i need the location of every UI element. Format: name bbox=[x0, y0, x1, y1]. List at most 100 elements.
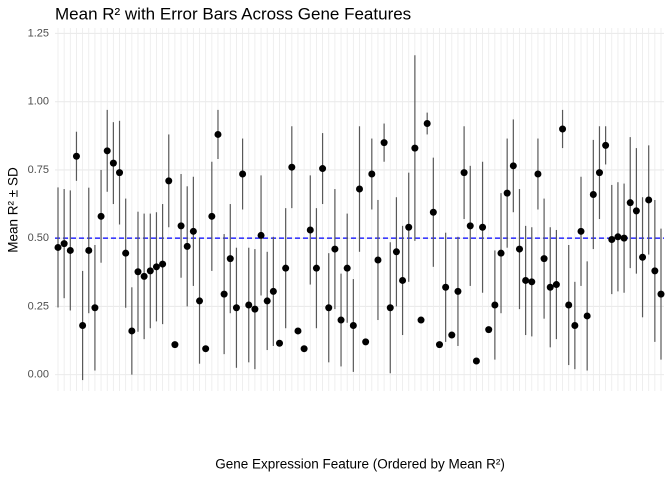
point bbox=[399, 276, 407, 284]
y-tick-label: 1.00 bbox=[28, 96, 49, 108]
point bbox=[232, 304, 240, 312]
point bbox=[620, 234, 628, 242]
point bbox=[472, 357, 480, 365]
point bbox=[103, 147, 111, 155]
point bbox=[405, 223, 413, 231]
point bbox=[522, 276, 530, 284]
point bbox=[657, 290, 665, 298]
point bbox=[72, 152, 80, 160]
point bbox=[497, 249, 505, 257]
point bbox=[85, 246, 93, 254]
point bbox=[159, 260, 167, 268]
point bbox=[380, 139, 388, 147]
point bbox=[251, 305, 259, 313]
point bbox=[257, 231, 265, 239]
point bbox=[202, 345, 210, 353]
point bbox=[245, 301, 253, 309]
point bbox=[608, 236, 616, 244]
point bbox=[374, 256, 382, 264]
point bbox=[66, 246, 74, 254]
point bbox=[165, 177, 173, 185]
point bbox=[177, 222, 185, 230]
point bbox=[54, 243, 62, 251]
point bbox=[595, 169, 603, 177]
point bbox=[577, 227, 585, 235]
point bbox=[552, 281, 560, 289]
point bbox=[460, 169, 468, 177]
y-tick-label: 0.50 bbox=[28, 232, 49, 244]
point bbox=[534, 170, 542, 178]
point bbox=[356, 185, 363, 193]
point bbox=[97, 212, 105, 220]
point bbox=[368, 170, 376, 178]
point bbox=[214, 130, 222, 138]
point bbox=[300, 345, 308, 353]
y-tick-label: 1.25 bbox=[28, 27, 49, 39]
point bbox=[503, 189, 511, 197]
point bbox=[343, 264, 351, 272]
point bbox=[116, 169, 124, 177]
point bbox=[128, 327, 136, 335]
point bbox=[639, 253, 647, 261]
y-tick-label: 0.00 bbox=[28, 369, 49, 381]
point bbox=[140, 272, 148, 280]
point bbox=[325, 304, 333, 312]
point bbox=[559, 125, 567, 133]
point bbox=[626, 199, 634, 207]
point bbox=[183, 242, 191, 250]
point bbox=[429, 208, 437, 216]
point bbox=[294, 327, 302, 335]
point bbox=[331, 245, 339, 253]
point bbox=[239, 170, 247, 178]
point bbox=[485, 326, 493, 334]
point bbox=[337, 316, 345, 324]
point bbox=[583, 312, 591, 320]
point bbox=[589, 190, 597, 198]
point bbox=[91, 304, 99, 312]
y-tick-label: 0.75 bbox=[28, 164, 49, 176]
point bbox=[442, 283, 450, 291]
point bbox=[79, 321, 87, 329]
point bbox=[423, 120, 431, 128]
y-tick-label: 0.25 bbox=[28, 300, 49, 312]
point bbox=[515, 245, 523, 253]
point bbox=[546, 283, 554, 291]
point bbox=[411, 144, 419, 152]
point bbox=[602, 141, 610, 149]
point bbox=[528, 278, 536, 286]
point bbox=[386, 304, 394, 312]
point bbox=[189, 227, 197, 235]
point bbox=[479, 223, 487, 231]
point bbox=[435, 341, 443, 349]
point bbox=[196, 297, 204, 305]
point bbox=[306, 226, 314, 234]
point bbox=[454, 287, 462, 295]
point bbox=[312, 264, 320, 272]
point bbox=[276, 339, 284, 347]
point bbox=[152, 263, 160, 271]
point bbox=[220, 290, 228, 298]
point bbox=[122, 249, 130, 257]
point bbox=[288, 163, 296, 171]
point bbox=[171, 341, 179, 349]
point bbox=[263, 297, 271, 305]
point bbox=[466, 222, 474, 230]
point bbox=[134, 268, 142, 276]
point bbox=[651, 267, 659, 275]
point bbox=[392, 248, 400, 256]
point bbox=[319, 165, 327, 173]
point bbox=[226, 255, 234, 263]
point bbox=[362, 338, 370, 346]
point bbox=[571, 321, 579, 329]
point bbox=[146, 267, 154, 275]
point bbox=[614, 233, 622, 241]
point bbox=[269, 287, 277, 295]
point bbox=[632, 207, 640, 215]
point bbox=[109, 159, 117, 167]
point bbox=[565, 301, 573, 309]
point bbox=[491, 301, 499, 309]
point bbox=[60, 240, 68, 248]
point bbox=[208, 212, 216, 220]
point bbox=[509, 162, 517, 170]
